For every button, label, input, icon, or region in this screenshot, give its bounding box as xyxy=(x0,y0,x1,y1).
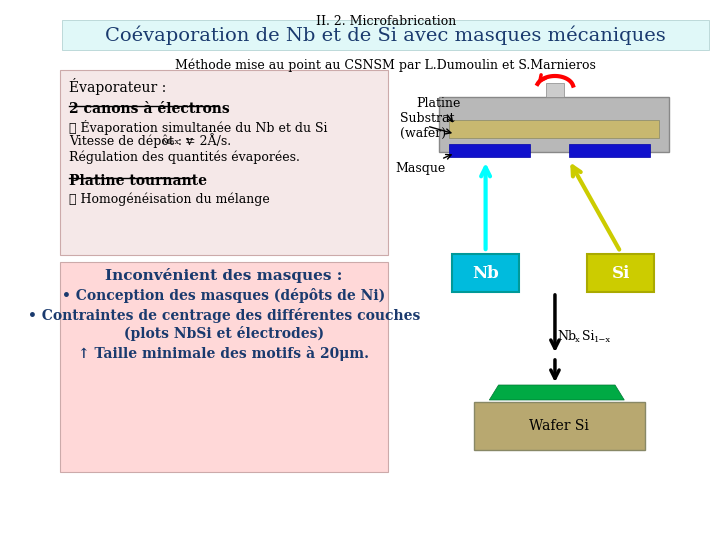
Text: Vitesse de dépôt : v: Vitesse de dépôt : v xyxy=(69,135,194,148)
FancyBboxPatch shape xyxy=(569,144,650,157)
FancyBboxPatch shape xyxy=(60,70,389,255)
Text: • Contraintes de centrage des différentes couches: • Contraintes de centrage des différente… xyxy=(27,308,420,323)
Text: ⓘ Évaporation simultanée du Nb et du Si: ⓘ Évaporation simultanée du Nb et du Si xyxy=(69,120,328,135)
Text: Inconvénient des masques :: Inconvénient des masques : xyxy=(105,268,343,283)
Text: ↑ Taille minimale des motifs à 20μm.: ↑ Taille minimale des motifs à 20μm. xyxy=(78,346,369,361)
Text: Max: Max xyxy=(162,138,180,146)
Text: • Conception des masques (dépôts de Ni): • Conception des masques (dépôts de Ni) xyxy=(62,288,385,303)
Polygon shape xyxy=(490,385,624,400)
FancyBboxPatch shape xyxy=(60,262,389,472)
Text: Nb: Nb xyxy=(558,330,577,343)
FancyBboxPatch shape xyxy=(546,83,564,97)
Text: Évaporateur :: Évaporateur : xyxy=(69,78,167,95)
Text: Wafer Si: Wafer Si xyxy=(528,419,588,433)
Text: Si: Si xyxy=(582,330,594,343)
FancyBboxPatch shape xyxy=(62,20,709,50)
Text: Régulation des quantités évaporées.: Régulation des quantités évaporées. xyxy=(69,150,300,164)
Text: Masque: Masque xyxy=(395,154,451,175)
Text: Platine tournante: Platine tournante xyxy=(69,174,207,188)
Text: II. 2. Microfabrication: II. 2. Microfabrication xyxy=(315,15,456,28)
Text: x: x xyxy=(575,336,580,344)
FancyBboxPatch shape xyxy=(474,402,644,450)
FancyBboxPatch shape xyxy=(449,120,660,138)
Text: Platine: Platine xyxy=(416,97,461,122)
Text: 2 canons à électrons: 2 canons à électrons xyxy=(69,102,230,116)
FancyBboxPatch shape xyxy=(449,144,530,157)
Text: Coévaporation de Nb et de Si avec masques mécaniques: Coévaporation de Nb et de Si avec masque… xyxy=(105,25,666,45)
Text: (plots NbSi et électrodes): (plots NbSi et électrodes) xyxy=(124,326,324,341)
Text: Si: Si xyxy=(611,265,630,281)
Text: = 2Å/s.: = 2Å/s. xyxy=(185,135,231,148)
FancyBboxPatch shape xyxy=(452,254,519,292)
FancyBboxPatch shape xyxy=(588,254,654,292)
Text: Substrat
(wafer): Substrat (wafer) xyxy=(400,112,454,140)
FancyBboxPatch shape xyxy=(439,97,669,152)
Text: 1−x: 1−x xyxy=(594,336,611,344)
Text: Méthode mise au point au CSNSM par L.Dumoulin et S.Marnieros: Méthode mise au point au CSNSM par L.Dum… xyxy=(175,58,596,71)
Text: ⓘ Homogénéisation du mélange: ⓘ Homogénéisation du mélange xyxy=(69,192,270,206)
Text: Nb: Nb xyxy=(472,265,499,281)
